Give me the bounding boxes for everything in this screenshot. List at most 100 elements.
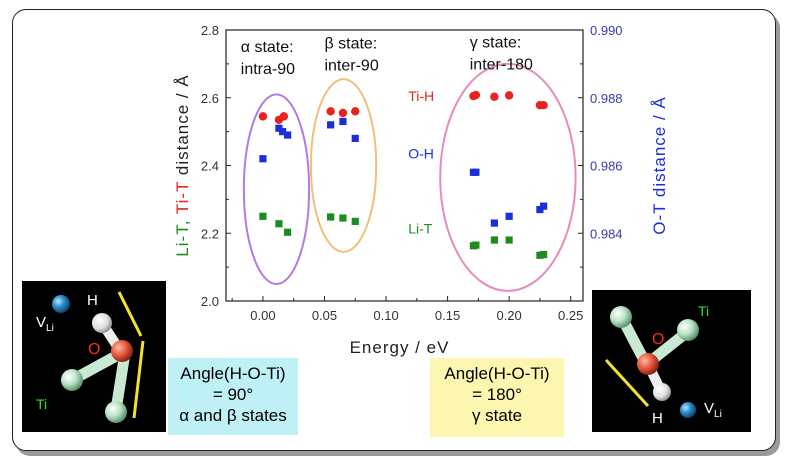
info-line: α and β states bbox=[179, 406, 287, 425]
ti-o-bond bbox=[617, 314, 650, 366]
x-axis-label: Energy / eV bbox=[350, 338, 450, 357]
h-atom bbox=[92, 313, 112, 333]
left-structure-panel: H VLi O Ti bbox=[22, 281, 166, 432]
data-point bbox=[338, 108, 348, 118]
data-point bbox=[540, 250, 548, 259]
data-point bbox=[351, 107, 360, 116]
info-line: = 90° bbox=[212, 385, 254, 404]
ti-atom bbox=[610, 306, 632, 328]
chart-text: 0.00 0.05 0.10 0.15 0.20 0.25 2.0 2.2 2.4 2.6 2.8 0… bbox=[173, 23, 669, 357]
data-point bbox=[351, 134, 359, 142]
y-right-tick-label: 0.990 bbox=[590, 23, 623, 38]
ti-atom bbox=[61, 369, 83, 391]
data-point bbox=[327, 213, 335, 221]
data-point bbox=[505, 236, 513, 244]
ti-label: Ti bbox=[698, 303, 709, 319]
data-point bbox=[258, 112, 268, 121]
o-label: O bbox=[88, 341, 100, 358]
y-right-axis-label: O-T distance / Å bbox=[650, 96, 669, 235]
info-line: γ state bbox=[471, 406, 523, 425]
data-point bbox=[339, 214, 347, 222]
ti-label: Ti bbox=[36, 396, 47, 412]
vli-atom bbox=[52, 295, 70, 313]
data-point bbox=[490, 236, 498, 244]
data-point bbox=[326, 107, 335, 116]
y-left-axis-label-part: Li-T, bbox=[173, 214, 192, 257]
left-angle-info: Angle(H-O-Ti) = 90° α and β states bbox=[168, 358, 298, 435]
x-tick-label: 0.05 bbox=[312, 308, 337, 323]
y-left-tick-label: 2.0 bbox=[201, 294, 219, 309]
data-point bbox=[351, 217, 359, 225]
data-point bbox=[490, 92, 499, 101]
y-left-axis-label: Li-T, Ti-T distance / Å bbox=[173, 74, 192, 256]
data-point bbox=[327, 121, 335, 129]
data-point bbox=[505, 212, 513, 220]
state-label: inter-90 bbox=[324, 58, 378, 75]
state-label: inter-180 bbox=[470, 57, 533, 74]
y-left-tick-label: 2.8 bbox=[201, 23, 219, 38]
data-point bbox=[536, 251, 544, 259]
x-tick-label: 0.00 bbox=[250, 308, 275, 323]
left-structure-model: H VLi O Ti bbox=[36, 291, 145, 423]
vli-atom bbox=[680, 402, 696, 418]
y-right-tick-label: 0.988 bbox=[590, 91, 623, 106]
right-structure-panel: Ti O H VLi bbox=[592, 290, 751, 432]
data-point bbox=[539, 101, 548, 110]
series-label: Ti-H bbox=[408, 88, 434, 104]
vli-label: VLi bbox=[36, 314, 54, 334]
info-line: Angle(H-O-Ti) bbox=[444, 364, 550, 383]
data-point bbox=[259, 212, 267, 220]
state-ellipse bbox=[242, 93, 311, 286]
y-left-tick-label: 2.4 bbox=[201, 159, 219, 174]
data-point bbox=[283, 228, 292, 236]
data-points bbox=[258, 90, 548, 259]
x-tick-label: 0.25 bbox=[558, 308, 583, 323]
h-atom bbox=[653, 383, 671, 401]
data-point bbox=[536, 205, 544, 214]
state-ellipse bbox=[309, 78, 378, 253]
x-tick-label: 0.15 bbox=[435, 308, 460, 323]
data-point bbox=[259, 155, 267, 163]
right-angle-info: Angle(H-O-Ti) = 180° γ state bbox=[430, 358, 564, 437]
o-label: O bbox=[652, 331, 664, 348]
y-left-tick-label: 2.6 bbox=[201, 91, 219, 106]
o-atom bbox=[111, 340, 133, 362]
vli-label: VLi bbox=[704, 400, 722, 420]
ti-atom bbox=[677, 319, 699, 341]
y-left-axis-label-part: Ti-T bbox=[173, 181, 192, 214]
state-ellipse bbox=[439, 62, 577, 292]
data-point bbox=[275, 220, 283, 228]
h-label: H bbox=[87, 292, 98, 309]
data-point bbox=[504, 91, 514, 100]
y-right-tick-label: 0.986 bbox=[590, 159, 623, 174]
state-label: intra-90 bbox=[241, 61, 295, 78]
h-label: H bbox=[652, 410, 663, 427]
data-point bbox=[472, 168, 480, 176]
state-label: β state: bbox=[324, 36, 377, 53]
series-label: Li-T bbox=[408, 220, 433, 236]
data-point bbox=[275, 124, 283, 132]
data-point bbox=[283, 131, 292, 139]
ti-atom bbox=[105, 401, 127, 423]
state-label: γ state: bbox=[470, 35, 522, 52]
data-point bbox=[472, 241, 480, 249]
data-point bbox=[279, 112, 289, 121]
data-point bbox=[339, 117, 347, 126]
data-point bbox=[540, 202, 548, 210]
right-structure-model: Ti O H VLi bbox=[604, 303, 722, 427]
info-line: = 180° bbox=[472, 385, 522, 404]
o-atom bbox=[637, 353, 659, 375]
info-line: Angle(H-O-Ti) bbox=[180, 364, 286, 383]
y-right-tick-label: 0.984 bbox=[590, 226, 623, 241]
chart-axes bbox=[225, 29, 584, 302]
data-point bbox=[471, 90, 481, 100]
highlight-bar bbox=[117, 291, 143, 337]
data-point bbox=[279, 128, 287, 136]
y-left-tick-label: 2.2 bbox=[201, 226, 219, 241]
state-label: α state: bbox=[241, 39, 294, 56]
x-tick-label: 0.20 bbox=[496, 308, 521, 323]
state-ellipses bbox=[242, 62, 577, 292]
series-label: O-H bbox=[408, 146, 434, 162]
data-point bbox=[490, 219, 498, 227]
